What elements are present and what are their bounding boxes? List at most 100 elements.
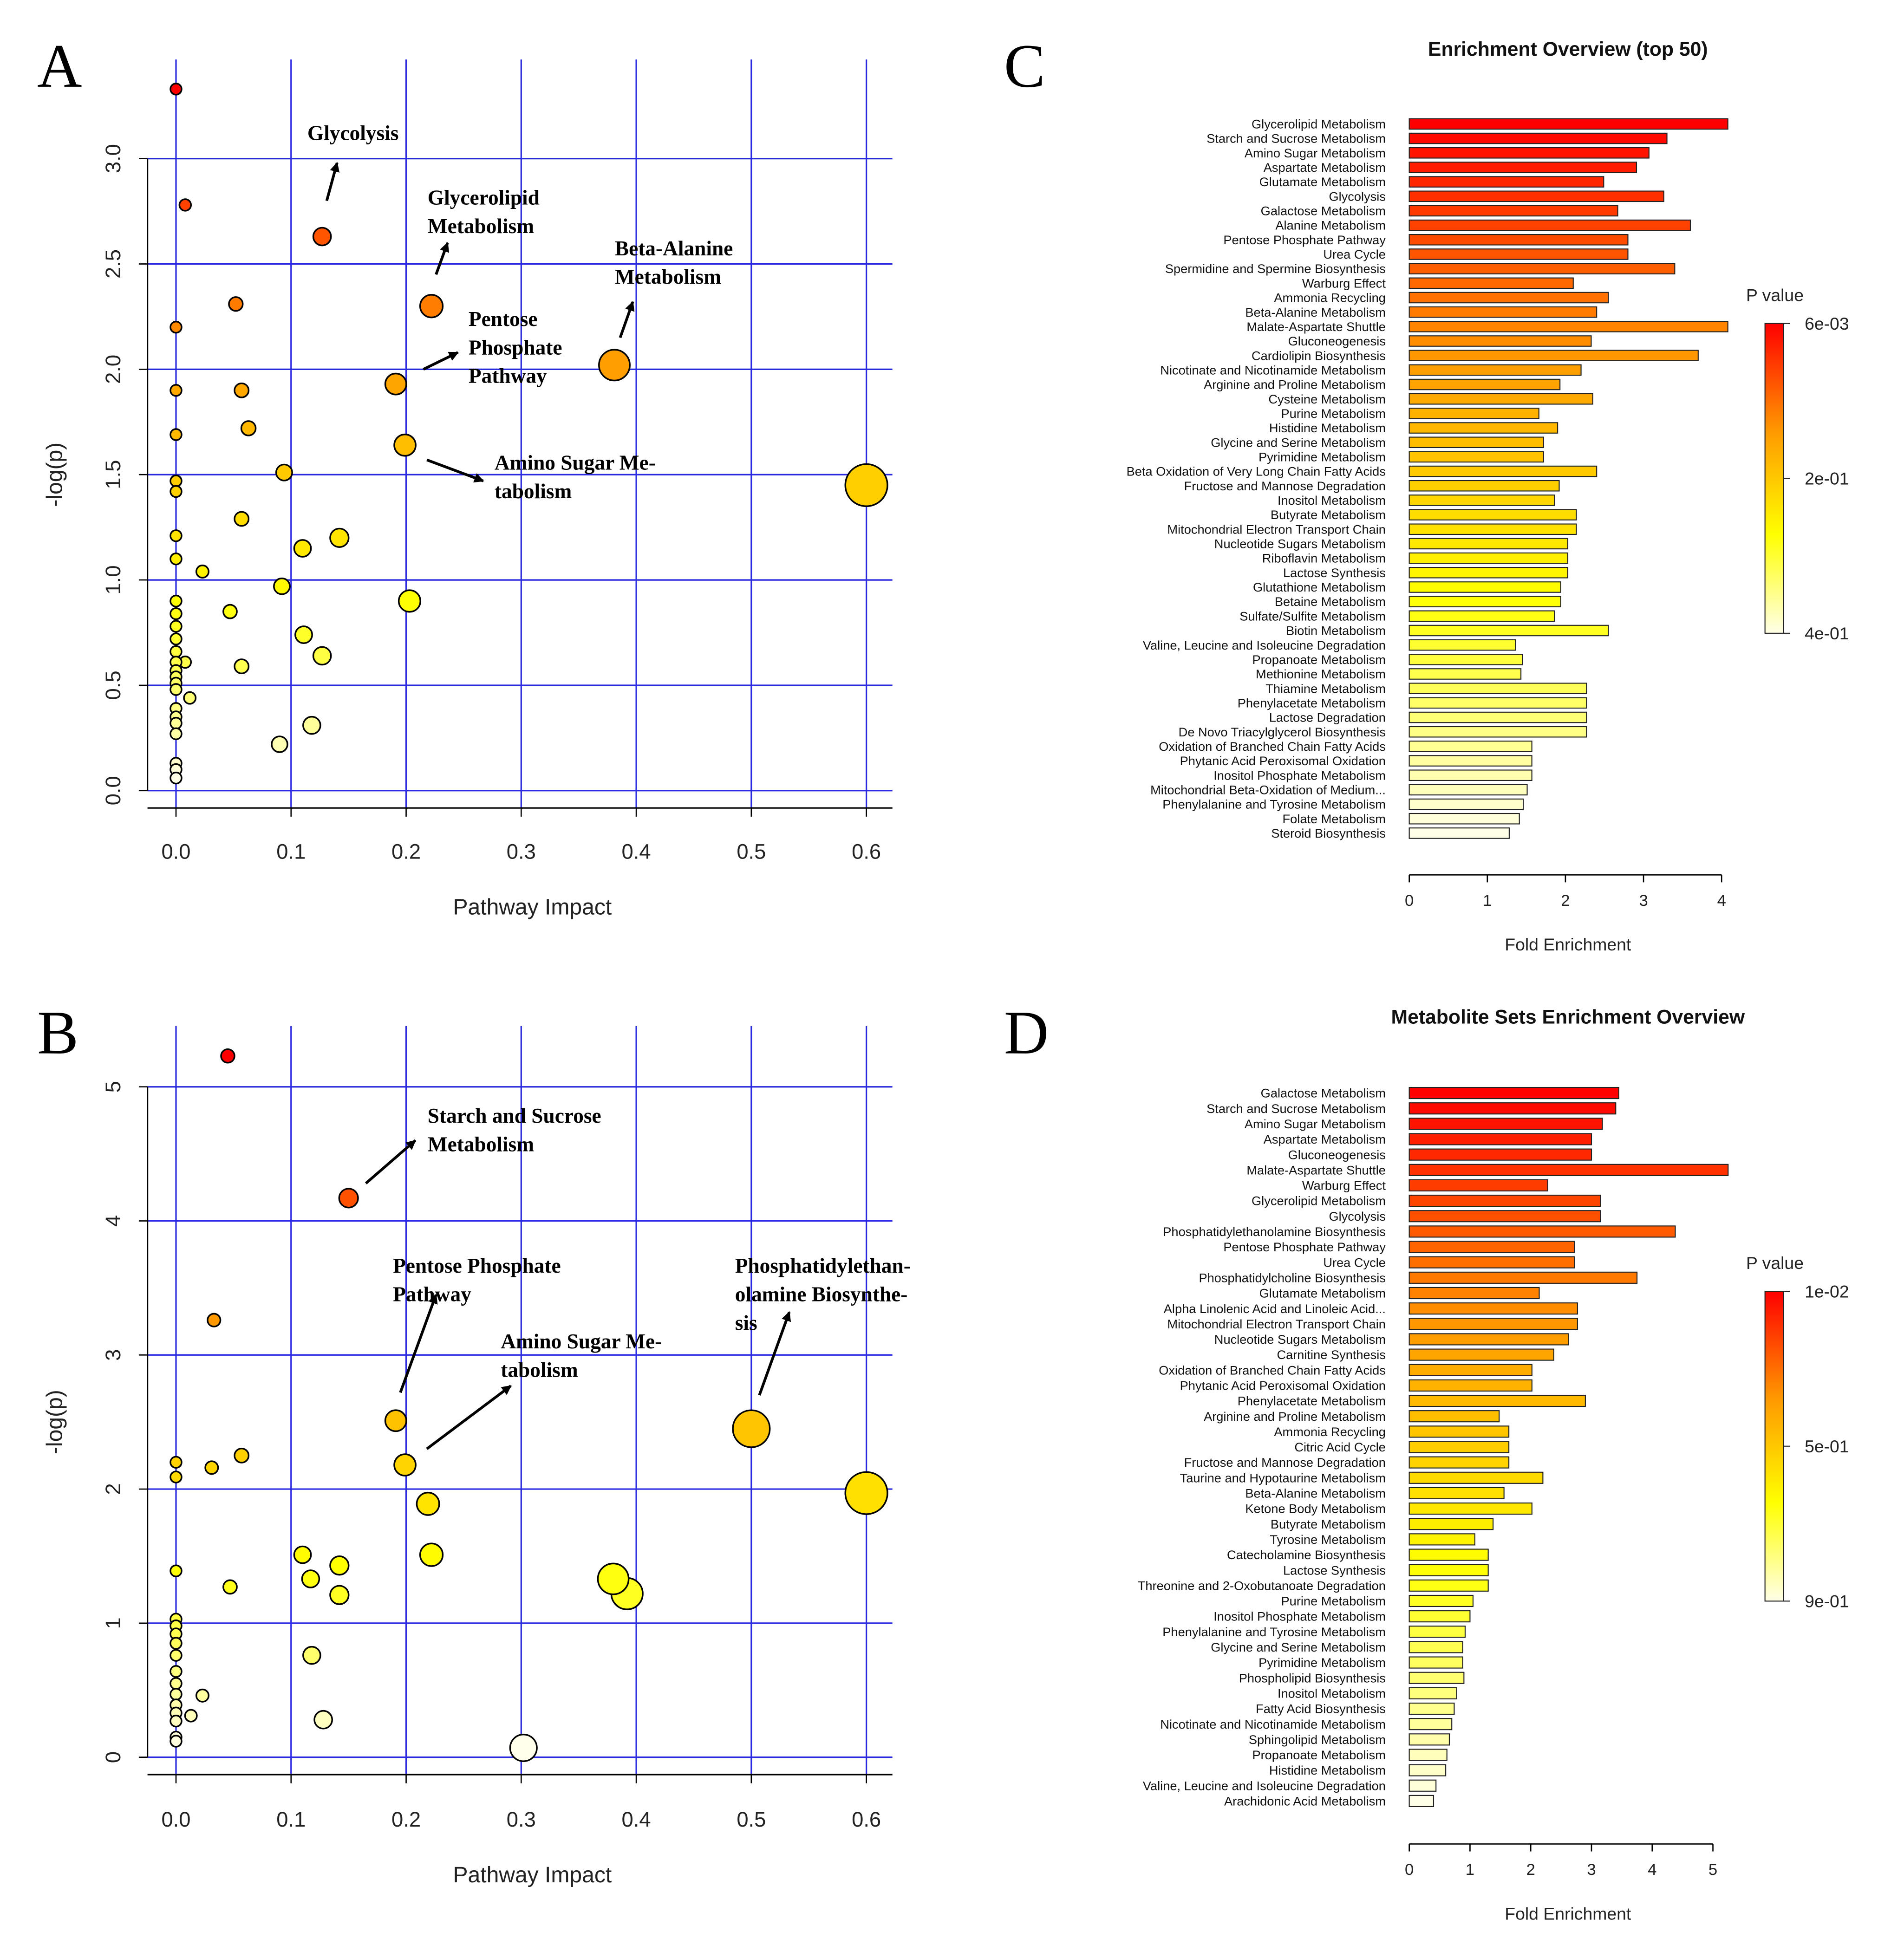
bar-category-label: Steroid Biosynthesis [1271,826,1386,840]
x-tick-label: 0.6 [852,840,881,864]
bar [1408,335,1592,347]
bar-category-label: Citric Acid Cycle [1294,1440,1386,1454]
bar [1408,132,1668,144]
data-point [170,632,183,645]
data-point [204,1460,219,1475]
bar-category-label: Fructose and Mannose Degradation [1184,479,1386,493]
bar-category-label: Biotin Metabolism [1286,624,1386,638]
data-point [207,1313,222,1327]
bar-category-label: Gluconeogenesis [1288,334,1386,348]
bar-category-label: Catecholamine Biosynthesis [1227,1548,1386,1562]
bar [1408,1379,1532,1392]
bar [1408,1195,1601,1207]
bar-category-label: Inositol Metabolism [1278,493,1386,507]
bar-category-label: Arginine and Proline Metabolism [1204,377,1386,392]
x-tick-label: 0 [1405,892,1414,910]
bar [1408,1318,1578,1330]
annotation-pentose-line1: Pentose [469,307,538,331]
x-tick-label: 0.6 [852,1808,881,1831]
bar [1408,1687,1457,1699]
data-point [416,1491,440,1516]
bar [1408,1441,1510,1453]
bar [1408,726,1587,738]
bar-category-label: Urea Cycle [1323,1255,1386,1269]
data-point [170,1649,183,1662]
bar [1408,755,1532,767]
panel-letter-a: A [37,32,82,100]
panel-letter-c: C [1004,32,1045,100]
data-point [329,527,350,548]
bar-category-label: Taurine and Hypotaurine Metabolism [1180,1470,1386,1485]
bar-category-label: Warburg Effect [1302,1178,1386,1193]
bar [1408,1456,1510,1469]
bar-category-label: Mitochondrial Electron Transport Chain [1167,522,1386,536]
bar-category-label: Lactose Synthesis [1283,566,1386,580]
bar [1408,581,1561,593]
bar [1408,668,1522,680]
bar [1408,827,1510,839]
bar-category-label: Phenylalanine and Tyrosine Metabolism [1162,1625,1386,1639]
bar [1408,1518,1494,1530]
chart-title: Enrichment Overview (top 50) [1428,38,1708,60]
annotation-b-aminosugar-line2: tabolism [501,1358,578,1381]
data-point [312,227,332,247]
data-point [170,83,183,96]
annotation-glycerolipid-line2: Metabolism [428,215,534,238]
bar [1408,1641,1463,1653]
data-point [273,577,291,595]
bar [1408,451,1544,463]
panel-c: C Enrichment Overview (top 50) Glycerolip… [1004,32,1849,954]
bar-category-label: Lactose Synthesis [1283,1563,1386,1577]
bar [1408,321,1728,332]
bar [1408,1610,1471,1623]
bar-category-label: Mitochondrial Beta-Oxidation of Medium..… [1150,783,1386,797]
data-point [170,1735,183,1748]
bar-category-label: Carnitine Synthesis [1277,1347,1386,1362]
legend-label: 9e-01 [1805,1592,1849,1611]
data-point [302,1646,321,1665]
bar-category-label: Gluconeogenesis [1288,1147,1386,1162]
x-tick-label: 0.2 [391,1808,421,1831]
data-point [293,539,312,558]
bar [1408,1210,1601,1223]
data-point [509,1733,538,1762]
annotation-arrow [426,458,484,483]
data-point [312,646,332,666]
bar-category-label: Butyrate Metabolism [1271,1517,1386,1531]
bar [1408,784,1528,796]
y-tick-label: 1.0 [101,566,125,595]
x-tick-label: 0.3 [507,1808,536,1831]
data-point [170,1564,183,1577]
x-axis-title: Pathway Impact [453,895,612,920]
bar [1408,538,1569,550]
bar [1408,1179,1548,1192]
bar-category-label: Alpha Linolenic Acid and Linoleic Acid..… [1164,1301,1386,1316]
bar-category-label: Purine Metabolism [1281,1594,1386,1608]
annotation-arrow [619,301,635,338]
bar [1408,306,1598,318]
bar [1408,552,1569,564]
bar [1408,364,1582,376]
bar [1408,1533,1475,1546]
bar [1408,292,1609,304]
bar [1408,1471,1544,1484]
bar-category-label: Purine Metabolism [1281,406,1386,421]
bar-category-label: Fructose and Mannose Degradation [1184,1455,1386,1470]
bar-category-label: Phytanic Acid Peroxisomal Oxidation [1180,754,1386,768]
annotation-b-pentose-line2: Pathway [393,1282,471,1306]
legend-title: P value [1746,286,1804,305]
annotation-betaalanine-line1: Beta-Alanine [615,237,733,260]
bar [1408,147,1650,159]
bar-category-label: Betaine Metabolism [1275,594,1386,609]
data-point [844,1471,888,1515]
bar-category-label: Riboflavin Metabolism [1262,551,1386,566]
bar [1408,1749,1448,1761]
annotation-starch-line2: Metabolism [428,1133,534,1156]
y-tick-label: 1 [101,1617,125,1629]
bar-category-label: Glycine and Serine Metabolism [1211,1640,1386,1654]
bar-category-label: Sphingolipid Metabolism [1249,1732,1386,1747]
bar [1408,1795,1435,1807]
data-point [170,320,183,334]
data-point [329,1555,350,1576]
